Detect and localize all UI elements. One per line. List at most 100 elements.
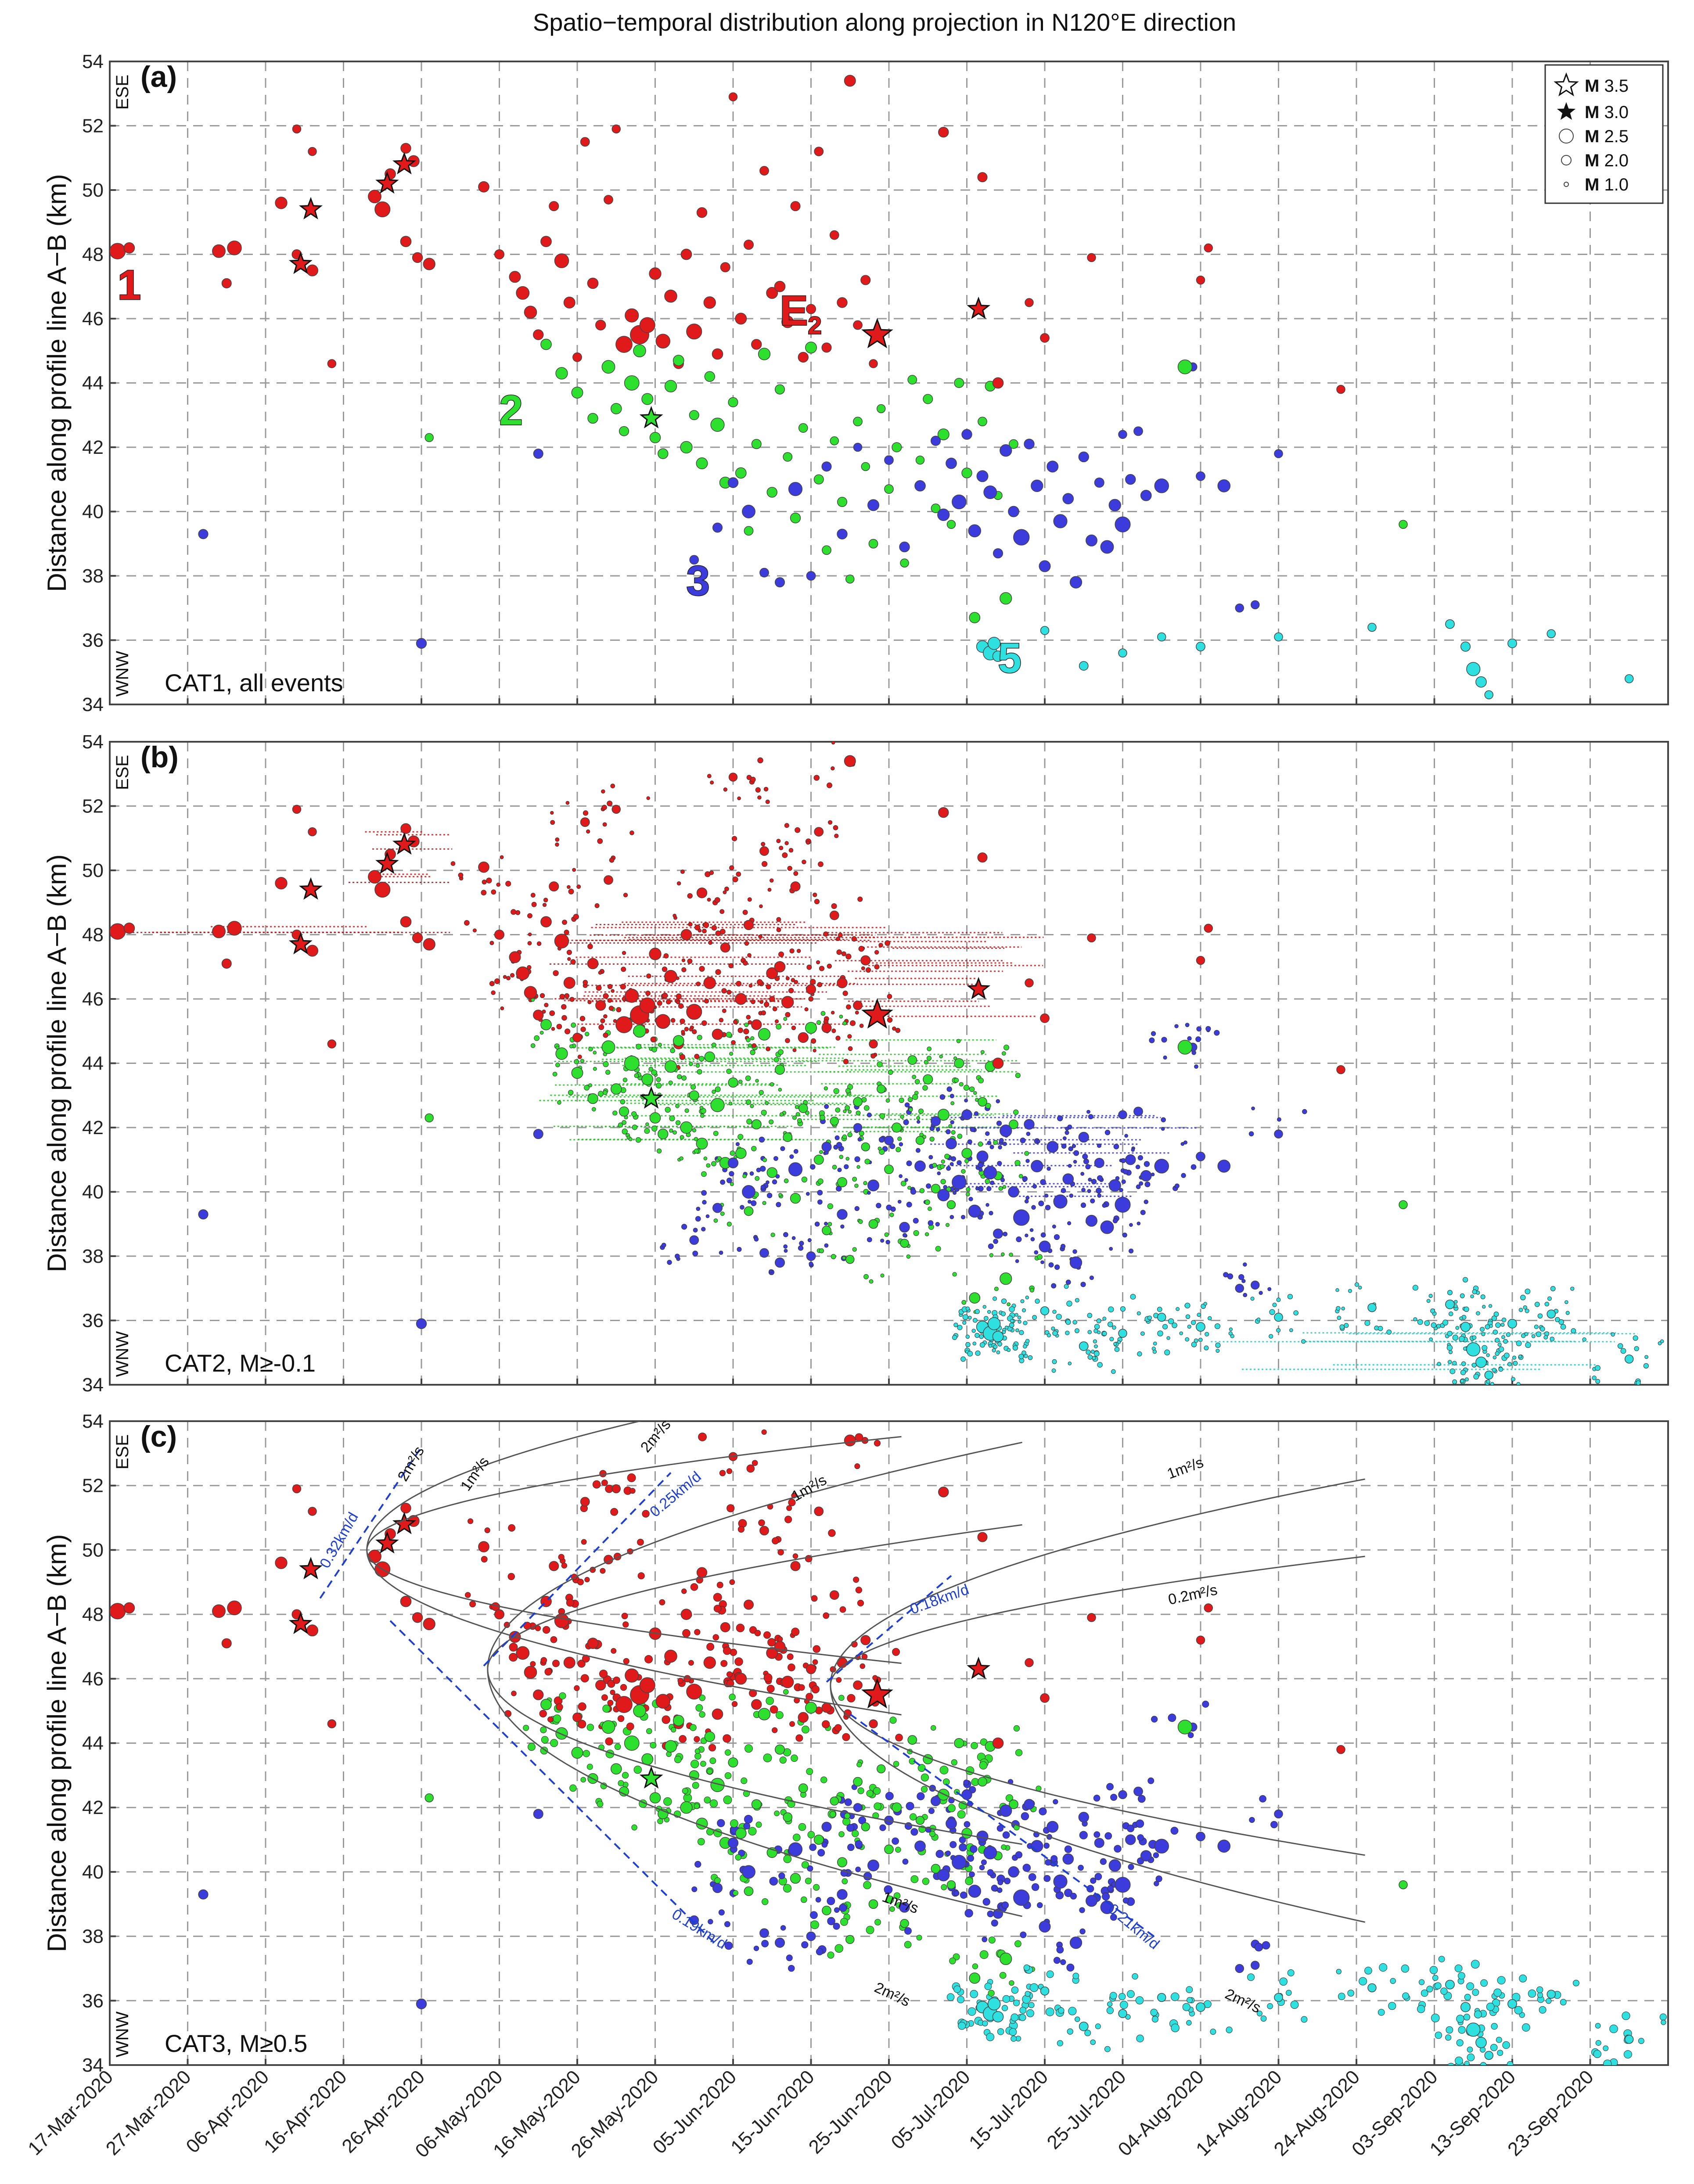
event-point bbox=[1153, 1852, 1159, 1858]
event-point bbox=[1506, 1332, 1511, 1337]
event-point bbox=[696, 887, 708, 898]
event-point bbox=[827, 963, 832, 969]
event-point bbox=[856, 1762, 862, 1767]
event-point bbox=[1228, 1331, 1233, 1336]
event-point bbox=[627, 1473, 636, 1482]
event-point bbox=[855, 1840, 863, 1848]
event-point bbox=[542, 1626, 550, 1634]
event-point bbox=[550, 820, 555, 825]
event-point bbox=[946, 1138, 957, 1149]
event-point bbox=[1046, 1970, 1054, 1978]
event-point bbox=[884, 484, 894, 494]
event-point bbox=[690, 1583, 698, 1591]
event-point bbox=[788, 848, 794, 853]
event-point bbox=[704, 1731, 715, 1742]
event-point bbox=[524, 305, 537, 319]
event-point bbox=[835, 1107, 841, 1113]
event-point bbox=[742, 1185, 755, 1199]
event-point bbox=[865, 967, 871, 973]
event-point bbox=[1090, 1198, 1095, 1203]
event-point bbox=[888, 1070, 893, 1075]
event-point bbox=[1547, 1990, 1556, 1999]
event-point bbox=[598, 1024, 604, 1030]
event-point bbox=[572, 868, 576, 872]
y-tick-label: 42 bbox=[82, 1797, 104, 1818]
event-point bbox=[275, 1556, 288, 1569]
event-point bbox=[676, 881, 681, 886]
event-point bbox=[701, 1227, 706, 1232]
event-point bbox=[1507, 1318, 1517, 1329]
event-point bbox=[786, 1505, 792, 1511]
event-point bbox=[696, 207, 708, 218]
event-point bbox=[817, 1199, 823, 1205]
event-point bbox=[1065, 1126, 1069, 1131]
event-point bbox=[655, 1082, 662, 1088]
event-point bbox=[774, 1744, 785, 1755]
event-point bbox=[1543, 1335, 1548, 1340]
event-point bbox=[1480, 1294, 1485, 1300]
event-point bbox=[540, 1726, 547, 1733]
event-point bbox=[637, 1538, 644, 1546]
event-point bbox=[673, 913, 677, 918]
event-point bbox=[915, 1816, 925, 1825]
event-point bbox=[1069, 1936, 1083, 1949]
event-point bbox=[1140, 1170, 1152, 1182]
event-point bbox=[734, 1657, 743, 1666]
event-point bbox=[1644, 1355, 1648, 1359]
event-point bbox=[1287, 1294, 1293, 1300]
event-point bbox=[618, 1780, 624, 1786]
event-point bbox=[1080, 1171, 1085, 1176]
event-point bbox=[957, 1133, 963, 1139]
event-point bbox=[1094, 1838, 1104, 1848]
event-point bbox=[1144, 1181, 1151, 1187]
event-point bbox=[957, 1996, 964, 2004]
event-point bbox=[992, 377, 1004, 389]
event-point bbox=[727, 1837, 739, 1849]
event-point bbox=[759, 904, 763, 909]
event-point bbox=[1187, 1997, 1193, 2004]
event-point bbox=[676, 1000, 680, 1005]
event-point bbox=[787, 1653, 794, 1660]
event-point bbox=[664, 970, 677, 983]
event-point bbox=[806, 1192, 810, 1196]
event-point bbox=[571, 1747, 583, 1759]
event-point bbox=[1009, 1119, 1018, 1129]
event-point bbox=[629, 1488, 636, 1494]
event-point bbox=[1144, 1161, 1150, 1167]
event-point bbox=[997, 2028, 1004, 2035]
event-point bbox=[1487, 1390, 1491, 1394]
event-point bbox=[1274, 1993, 1283, 2002]
event-point bbox=[622, 1128, 628, 1135]
x-tick-label: 15-Jul-2020 bbox=[965, 2066, 1052, 2153]
event-point bbox=[795, 827, 801, 833]
event-point bbox=[565, 801, 570, 805]
event-point bbox=[1412, 1285, 1418, 1291]
event-point bbox=[774, 961, 786, 973]
event-point bbox=[663, 1797, 672, 1806]
event-point bbox=[1020, 1299, 1025, 1304]
event-point bbox=[874, 1919, 881, 1925]
event-point bbox=[902, 1858, 909, 1865]
event-point bbox=[603, 1032, 608, 1038]
event-point bbox=[1550, 1336, 1555, 1342]
event-point bbox=[844, 75, 856, 87]
y-tick-label: 44 bbox=[82, 1053, 104, 1074]
event-point bbox=[723, 1734, 731, 1743]
event-point bbox=[1001, 1901, 1009, 1909]
event-point bbox=[527, 941, 532, 945]
event-point bbox=[978, 1141, 983, 1147]
event-point bbox=[833, 1088, 839, 1094]
event-point bbox=[843, 1059, 849, 1064]
event-point bbox=[813, 1154, 824, 1165]
event-point bbox=[916, 1116, 921, 1120]
event-point bbox=[306, 945, 318, 957]
event-point bbox=[306, 1624, 318, 1637]
x-tick-label: 25-Jul-2020 bbox=[1043, 2066, 1130, 2153]
event-point bbox=[1045, 1205, 1051, 1211]
event-point bbox=[830, 1117, 839, 1126]
legend-magnitude-value: 2.5 bbox=[1604, 127, 1629, 146]
event-point bbox=[710, 1098, 725, 1112]
event-point bbox=[847, 1034, 852, 1039]
event-point bbox=[839, 1904, 847, 1912]
event-point bbox=[1109, 1246, 1113, 1251]
